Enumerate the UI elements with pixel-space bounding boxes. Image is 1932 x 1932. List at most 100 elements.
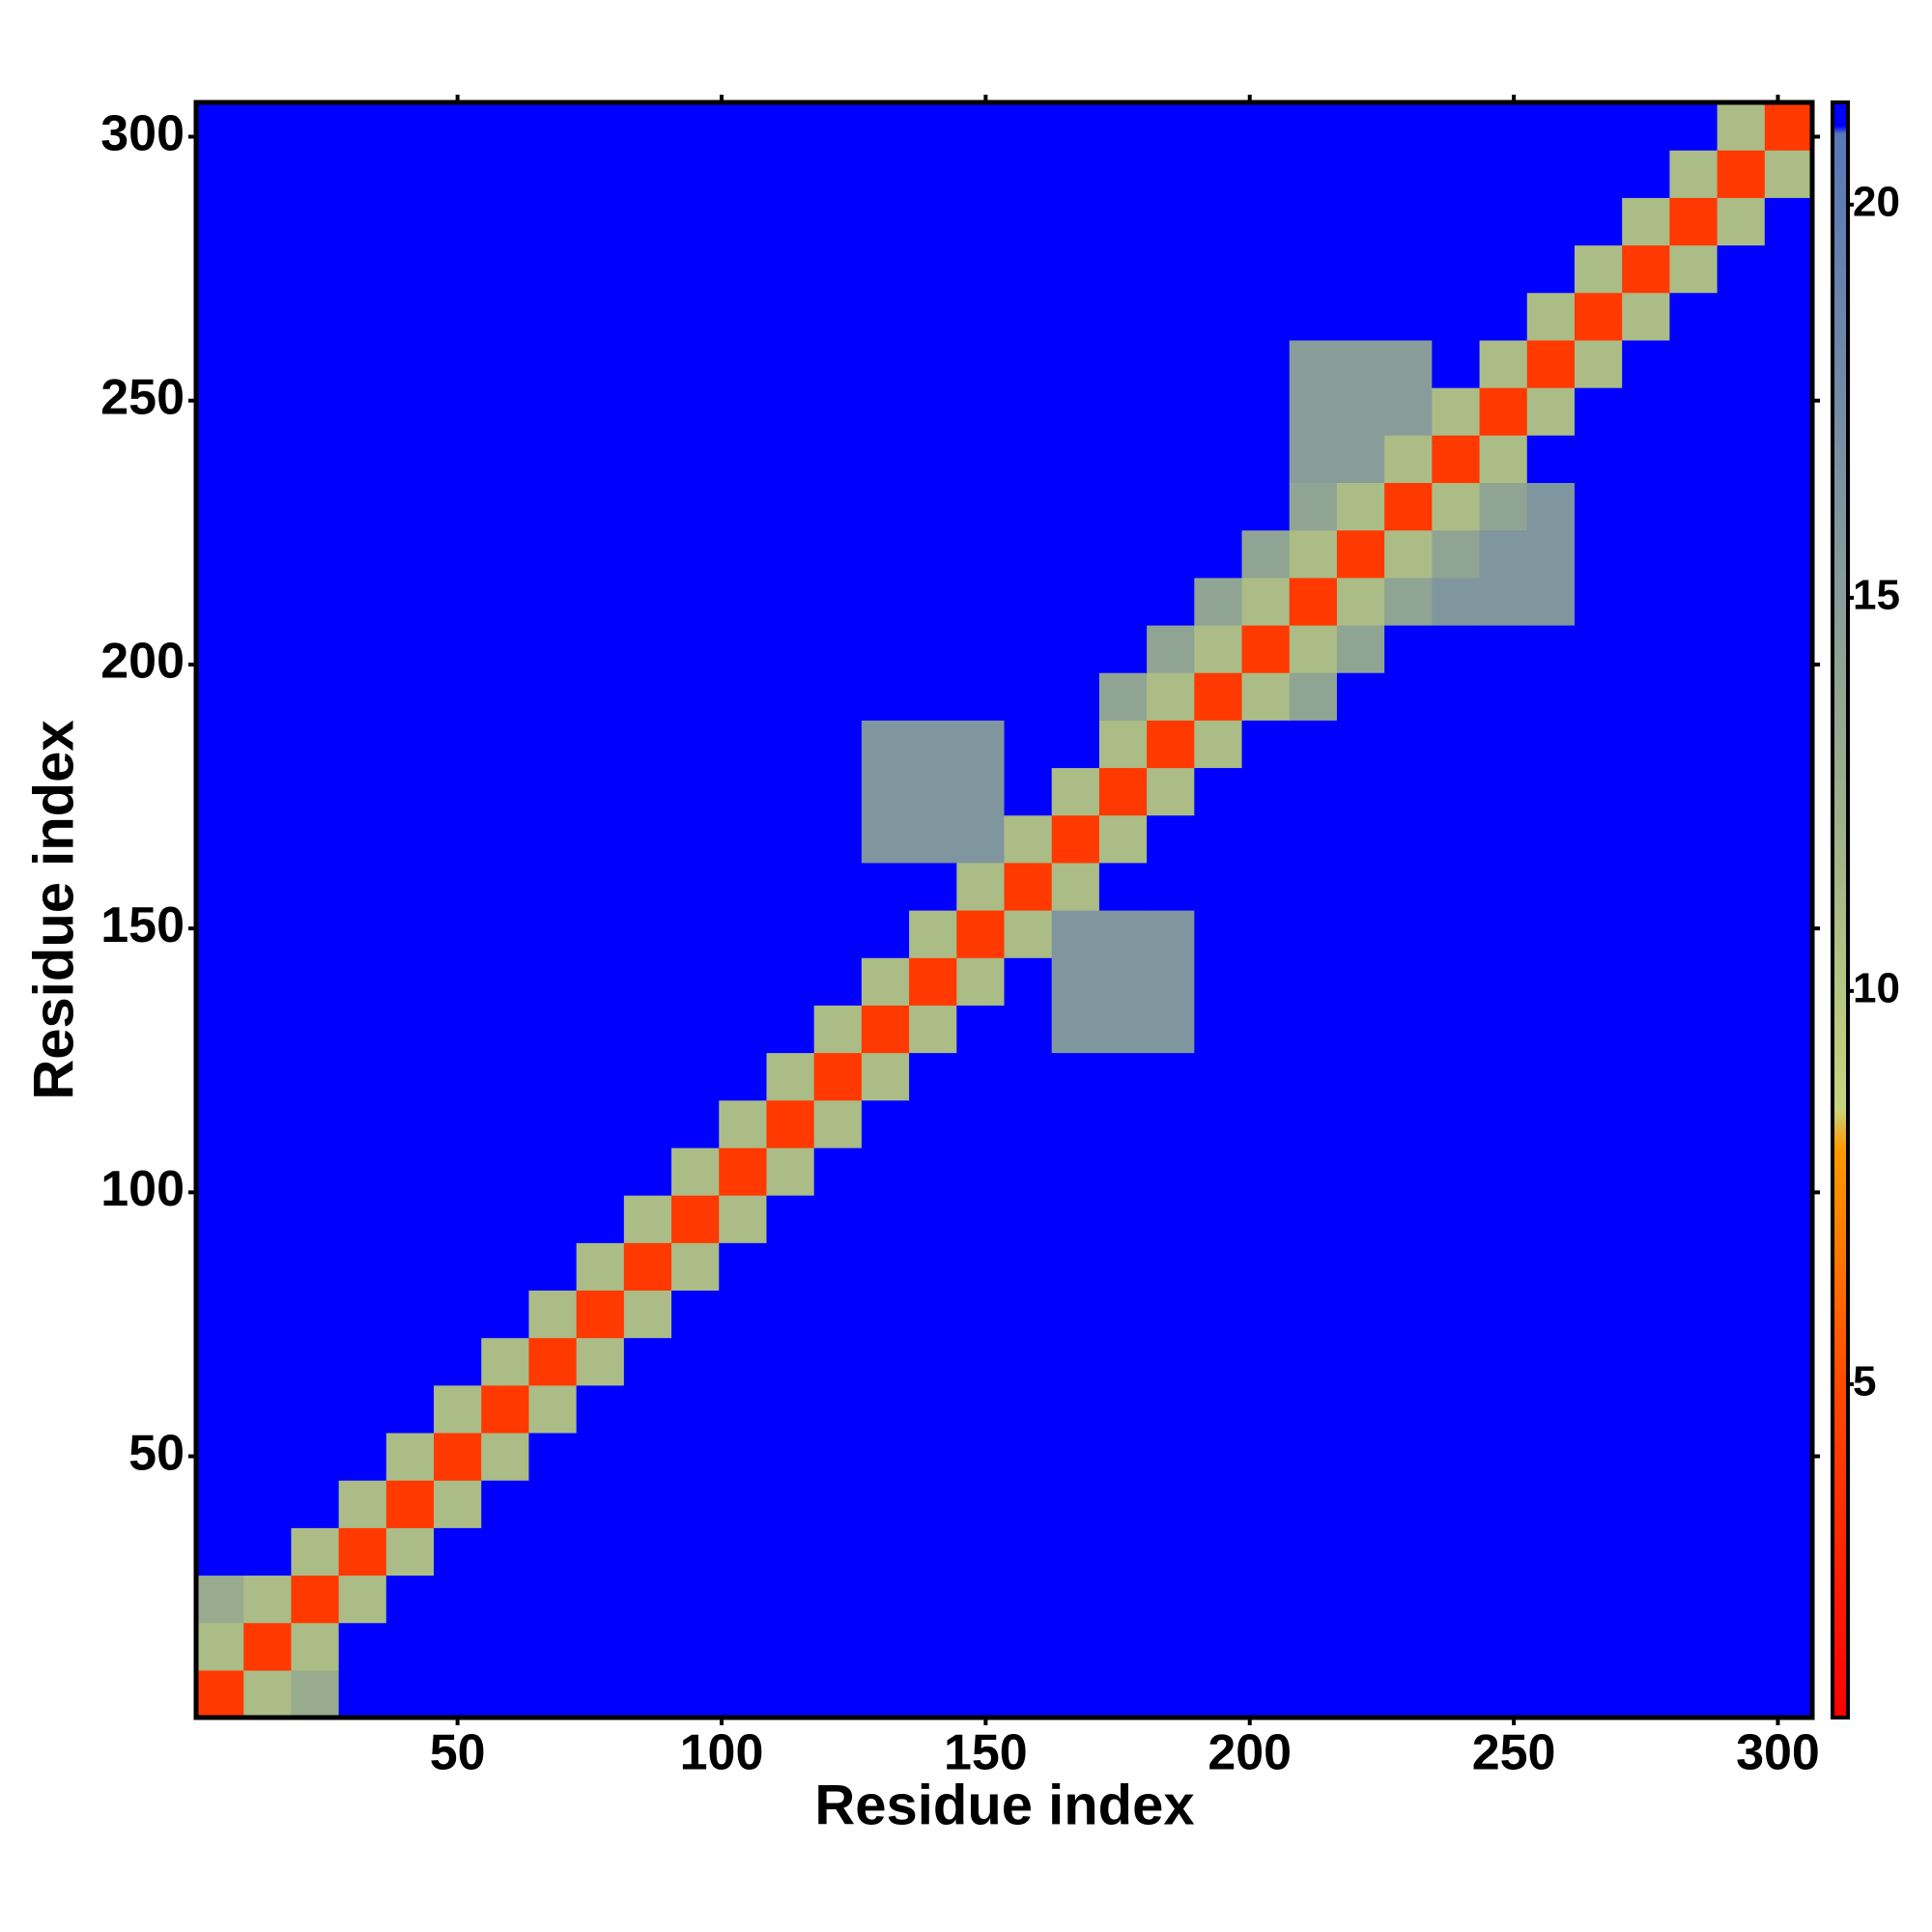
heat-cell xyxy=(766,529,815,579)
heat-cell xyxy=(1432,1099,1481,1149)
heat-cell xyxy=(576,387,625,436)
heat-cell xyxy=(1479,1195,1528,1243)
heat-cell xyxy=(291,339,340,388)
heat-cell xyxy=(1717,1622,1766,1671)
heat-cell xyxy=(434,767,482,816)
heat-cell xyxy=(1384,1575,1433,1624)
heat-cell xyxy=(1336,1432,1385,1481)
heat-cell xyxy=(956,1384,1006,1434)
heat-cell xyxy=(385,292,435,341)
heat-cell xyxy=(1669,1527,1719,1577)
heat-cell xyxy=(1384,529,1433,579)
heat-cell xyxy=(243,957,293,1006)
heat-cell xyxy=(1764,1669,1813,1719)
heat-cell xyxy=(766,1147,815,1196)
heat-cell xyxy=(1669,624,1719,673)
heat-cell xyxy=(1004,1432,1053,1481)
heat-cell xyxy=(813,957,863,1006)
heat-cell xyxy=(1004,435,1053,484)
heat-cell xyxy=(1526,1480,1576,1528)
heat-cell xyxy=(1764,1290,1813,1339)
heat-cell xyxy=(1432,1432,1481,1481)
heat-cell xyxy=(338,339,387,388)
heat-cell xyxy=(434,672,482,721)
heat-cell xyxy=(1432,244,1481,294)
heat-cell xyxy=(338,1290,387,1339)
heat-cell xyxy=(1479,1290,1528,1339)
heat-cell xyxy=(623,1669,672,1719)
heat-cell xyxy=(1241,197,1291,246)
heat-cell xyxy=(1051,244,1100,294)
heat-cell xyxy=(291,1195,340,1243)
heat-cell xyxy=(434,624,482,673)
heat-cell xyxy=(909,720,957,769)
heat-cell xyxy=(1384,1147,1433,1196)
y-tick-label: 250 xyxy=(100,369,185,425)
heat-cell xyxy=(243,150,293,198)
heat-cell xyxy=(813,1575,863,1624)
heat-cell xyxy=(1526,1242,1576,1292)
heat-cell xyxy=(528,197,578,246)
heat-cell xyxy=(1622,197,1670,246)
heat-cell xyxy=(1526,767,1576,816)
heat-cell xyxy=(1384,1242,1433,1292)
heat-cell xyxy=(909,1005,957,1054)
heat-cell xyxy=(766,339,815,388)
heat-cell xyxy=(1764,624,1813,673)
heat-cell xyxy=(1336,1290,1385,1339)
heat-cell xyxy=(766,1622,815,1671)
heat-cell xyxy=(291,1575,340,1624)
heat-cell xyxy=(1051,720,1100,769)
heat-cell xyxy=(576,1527,625,1577)
heat-cell xyxy=(623,102,672,151)
heat-cell xyxy=(528,1527,578,1577)
heat-cell xyxy=(1574,814,1623,864)
heat-cell xyxy=(1098,387,1148,436)
heat-cell xyxy=(1479,1622,1528,1671)
heat-cell xyxy=(671,814,720,864)
heat-cell xyxy=(719,292,768,341)
heat-cell xyxy=(1194,1242,1243,1292)
heat-cell xyxy=(1336,1005,1385,1054)
heat-cell xyxy=(576,339,625,388)
heat-cell xyxy=(1289,720,1338,769)
heat-cell xyxy=(1004,1147,1053,1196)
heat-cell xyxy=(1098,292,1148,341)
heat-cell xyxy=(1432,1669,1481,1719)
heat-cell xyxy=(291,624,340,673)
heat-cell xyxy=(671,1052,720,1101)
heat-cell xyxy=(1384,1005,1433,1054)
heat-cell xyxy=(1479,435,1528,484)
heat-cell xyxy=(813,1195,863,1243)
heat-cell xyxy=(956,910,1006,958)
heat-cell xyxy=(956,767,1006,816)
heat-cell xyxy=(1289,1337,1338,1386)
heat-cell xyxy=(861,1195,910,1243)
heat-cell xyxy=(813,150,863,198)
heat-cell xyxy=(861,1527,910,1577)
heat-cell xyxy=(1574,1337,1623,1386)
heat-cell xyxy=(1526,1147,1576,1196)
heat-cell xyxy=(1147,1622,1195,1671)
heat-cell xyxy=(576,1099,625,1149)
heat-cell xyxy=(1384,1622,1433,1671)
heat-cell xyxy=(243,672,293,721)
heat-cell xyxy=(956,1195,1006,1243)
heat-cell xyxy=(1147,1147,1195,1196)
heat-cell xyxy=(1147,482,1195,531)
heat-cell xyxy=(291,387,340,436)
colorbar xyxy=(1831,100,1850,1719)
heat-cell xyxy=(813,862,863,911)
heat-cell xyxy=(1004,244,1053,294)
heat-cell xyxy=(1479,529,1528,579)
heat-cell xyxy=(1147,1052,1195,1101)
heat-cell xyxy=(1098,1527,1148,1577)
heat-cell xyxy=(1479,197,1528,246)
heat-cell xyxy=(1717,624,1766,673)
heat-cell xyxy=(1241,1147,1291,1196)
heat-cell xyxy=(719,767,768,816)
heat-cell xyxy=(1622,244,1670,294)
heat-cell xyxy=(576,1052,625,1101)
heat-cell xyxy=(1098,150,1148,198)
heat-cell xyxy=(1622,957,1670,1006)
